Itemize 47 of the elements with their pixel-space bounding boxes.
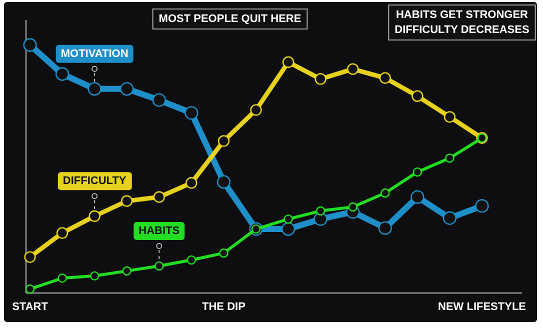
point bbox=[316, 206, 326, 216]
point bbox=[219, 248, 228, 258]
series-label: DIFFICULTY bbox=[62, 175, 127, 188]
point bbox=[379, 72, 391, 84]
x-tick-label: START bbox=[12, 300, 48, 313]
point bbox=[347, 63, 359, 75]
point bbox=[444, 111, 456, 123]
series-label: MOTIVATION bbox=[60, 48, 128, 60]
point bbox=[88, 210, 100, 222]
point bbox=[412, 90, 424, 102]
point bbox=[154, 261, 164, 271]
point bbox=[186, 255, 196, 265]
x-tick-label: NEW LIFESTYLE bbox=[438, 300, 526, 313]
point bbox=[380, 188, 390, 198]
point bbox=[442, 211, 457, 225]
point bbox=[250, 104, 262, 116]
point bbox=[216, 175, 231, 189]
point bbox=[412, 167, 422, 177]
point bbox=[281, 222, 296, 236]
point bbox=[475, 199, 489, 213]
point bbox=[120, 82, 134, 96]
text: HABITS GET STRONGER DIFFICULTY DECREASES bbox=[394, 9, 530, 36]
point bbox=[56, 227, 68, 239]
point bbox=[284, 214, 293, 224]
series-label: HABITS bbox=[138, 224, 180, 237]
point bbox=[122, 266, 132, 276]
point bbox=[58, 273, 67, 283]
point bbox=[184, 106, 198, 120]
point bbox=[218, 135, 230, 147]
point bbox=[314, 73, 326, 85]
point bbox=[90, 271, 100, 281]
point bbox=[24, 251, 36, 263]
point bbox=[378, 221, 392, 235]
point bbox=[186, 177, 198, 189]
point bbox=[23, 38, 37, 52]
point bbox=[55, 67, 70, 81]
point bbox=[88, 82, 102, 96]
point bbox=[121, 195, 133, 207]
point bbox=[348, 202, 358, 212]
point bbox=[282, 56, 294, 68]
point bbox=[445, 153, 454, 163]
text: MOST PEOPLE QUIT HERE bbox=[158, 13, 302, 25]
point bbox=[152, 93, 166, 107]
x-tick-label: THE DIP bbox=[202, 300, 246, 313]
point bbox=[410, 190, 424, 204]
point bbox=[25, 284, 35, 294]
point bbox=[153, 191, 165, 203]
